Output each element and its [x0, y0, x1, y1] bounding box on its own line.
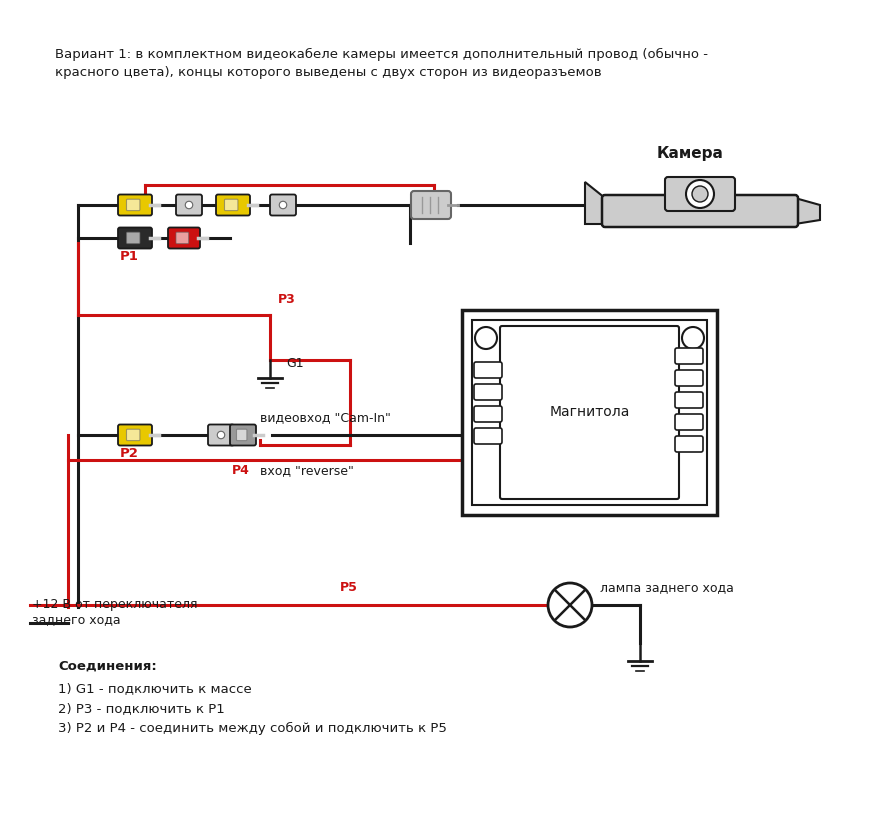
FancyBboxPatch shape: [474, 362, 502, 378]
Text: 3) Р2 и Р4 - соединить между собой и подключить к Р5: 3) Р2 и Р4 - соединить между собой и под…: [58, 722, 447, 735]
FancyBboxPatch shape: [675, 436, 703, 452]
FancyBboxPatch shape: [168, 227, 200, 249]
Text: лампа заднего хода: лампа заднего хода: [600, 581, 734, 594]
FancyBboxPatch shape: [462, 310, 717, 515]
FancyBboxPatch shape: [176, 232, 188, 244]
Text: P1: P1: [120, 250, 139, 263]
FancyBboxPatch shape: [472, 320, 707, 505]
Circle shape: [692, 186, 708, 202]
Text: 2) Р3 - подключить к Р1: 2) Р3 - подключить к Р1: [58, 702, 225, 715]
FancyBboxPatch shape: [208, 424, 234, 446]
FancyBboxPatch shape: [176, 195, 202, 215]
Circle shape: [217, 431, 225, 438]
Circle shape: [686, 180, 714, 208]
Polygon shape: [795, 198, 820, 224]
Text: Вариант 1: в комплектном видеокабеле камеры имеется дополнительный провод (обычн: Вариант 1: в комплектном видеокабеле кам…: [55, 48, 708, 79]
Polygon shape: [585, 182, 605, 224]
Circle shape: [279, 201, 286, 209]
Text: вход "reverse": вход "reverse": [260, 464, 354, 477]
FancyBboxPatch shape: [126, 429, 140, 441]
FancyBboxPatch shape: [602, 195, 798, 227]
Text: Соединения:: Соединения:: [58, 660, 156, 673]
FancyBboxPatch shape: [675, 414, 703, 430]
FancyBboxPatch shape: [126, 200, 140, 211]
Text: P2: P2: [120, 447, 139, 460]
FancyBboxPatch shape: [675, 392, 703, 408]
FancyBboxPatch shape: [474, 384, 502, 400]
FancyBboxPatch shape: [270, 195, 296, 215]
FancyBboxPatch shape: [675, 348, 703, 364]
Circle shape: [475, 327, 497, 349]
FancyBboxPatch shape: [225, 200, 238, 211]
Text: P5: P5: [340, 581, 358, 594]
FancyBboxPatch shape: [126, 232, 140, 244]
Text: G1: G1: [286, 357, 303, 370]
FancyBboxPatch shape: [118, 195, 152, 215]
Circle shape: [682, 327, 704, 349]
FancyBboxPatch shape: [500, 326, 679, 499]
FancyBboxPatch shape: [230, 424, 256, 446]
FancyBboxPatch shape: [665, 177, 735, 211]
FancyBboxPatch shape: [675, 370, 703, 386]
FancyBboxPatch shape: [411, 191, 451, 219]
FancyBboxPatch shape: [237, 429, 247, 441]
Text: Магнитола: Магнитола: [549, 406, 629, 420]
Circle shape: [548, 583, 592, 627]
Text: +12 В от переключателя: +12 В от переключателя: [32, 598, 197, 611]
FancyBboxPatch shape: [474, 406, 502, 422]
Circle shape: [186, 201, 193, 209]
Text: видеовход "Cam-In": видеовход "Cam-In": [260, 411, 391, 424]
Text: заднего хода: заднего хода: [32, 613, 120, 626]
FancyBboxPatch shape: [118, 227, 152, 249]
FancyBboxPatch shape: [216, 195, 250, 215]
FancyBboxPatch shape: [474, 428, 502, 444]
Text: P4: P4: [232, 464, 250, 477]
Text: P3: P3: [278, 293, 296, 306]
FancyBboxPatch shape: [118, 424, 152, 446]
Text: 1) G1 - подключить к массе: 1) G1 - подключить к массе: [58, 682, 252, 695]
Text: Камера: Камера: [657, 146, 723, 161]
